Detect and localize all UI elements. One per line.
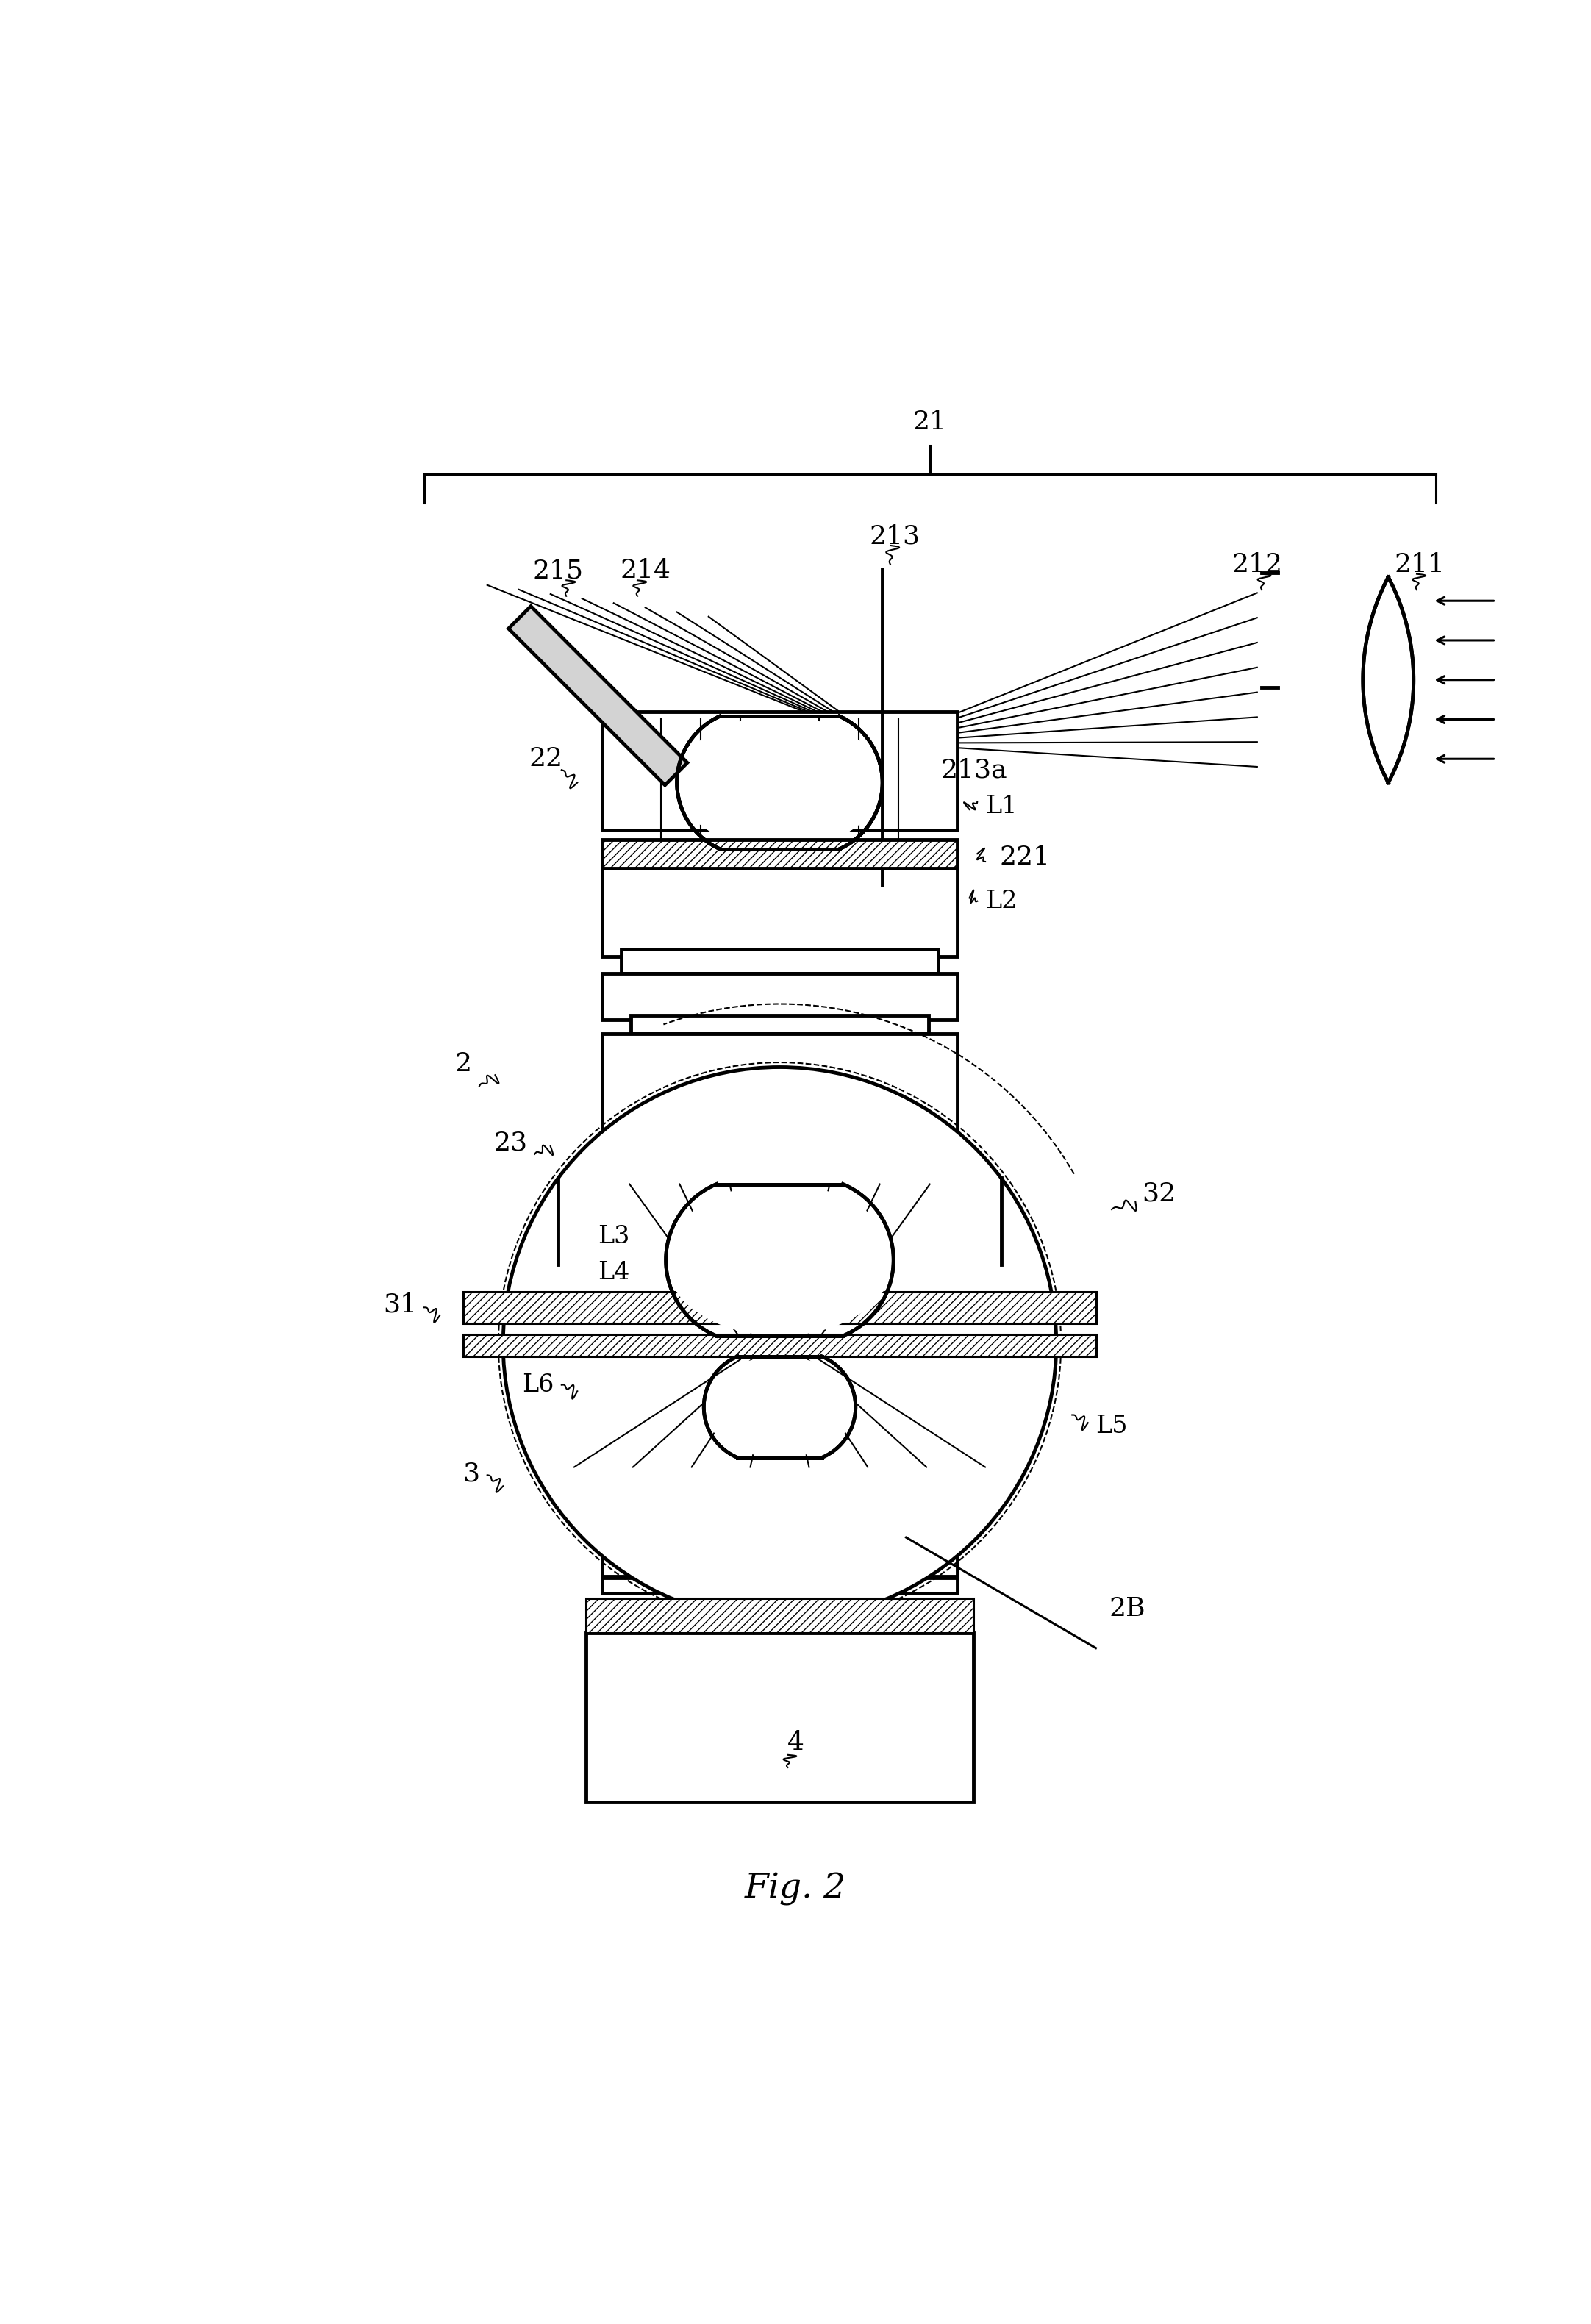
- Bar: [601, 1034, 958, 1181]
- Text: 2B: 2B: [1109, 1597, 1146, 1622]
- Circle shape: [503, 1067, 1056, 1620]
- Text: 214: 214: [620, 558, 671, 583]
- Text: 213a: 213a: [940, 758, 1007, 783]
- Text: 22: 22: [528, 746, 563, 772]
- Text: L1: L1: [985, 795, 1017, 818]
- Text: 32: 32: [1142, 1181, 1176, 1206]
- Text: 21: 21: [913, 409, 947, 435]
- Bar: [601, 974, 958, 1020]
- Ellipse shape: [676, 716, 883, 848]
- Bar: [632, 1016, 928, 1034]
- Text: 215: 215: [533, 558, 584, 583]
- Text: 23: 23: [493, 1129, 528, 1155]
- Text: 221: 221: [999, 844, 1050, 869]
- Text: L2: L2: [985, 890, 1017, 913]
- Bar: [585, 1599, 974, 1634]
- Text: L4: L4: [598, 1262, 630, 1285]
- Bar: [463, 1292, 1096, 1322]
- Text: 212: 212: [1231, 553, 1282, 576]
- Ellipse shape: [667, 1185, 894, 1336]
- Bar: [585, 1634, 974, 1801]
- Ellipse shape: [676, 716, 883, 848]
- Text: L6: L6: [522, 1373, 554, 1397]
- Ellipse shape: [1363, 576, 1413, 783]
- Bar: [601, 839, 958, 867]
- Bar: [601, 867, 958, 957]
- Ellipse shape: [703, 1357, 856, 1457]
- Text: L5: L5: [1096, 1415, 1128, 1439]
- Bar: [601, 1195, 958, 1234]
- Text: 2: 2: [455, 1050, 473, 1076]
- Bar: [601, 1578, 958, 1594]
- Bar: [601, 711, 958, 830]
- Bar: [622, 951, 937, 974]
- Bar: [558, 1234, 1001, 1264]
- Text: 3: 3: [463, 1462, 480, 1485]
- Text: 4: 4: [788, 1729, 803, 1755]
- Text: Fig. 2: Fig. 2: [745, 1873, 846, 1906]
- Bar: [622, 1176, 937, 1195]
- Text: L3: L3: [598, 1225, 630, 1248]
- Text: 211: 211: [1395, 553, 1445, 576]
- Text: 31: 31: [383, 1292, 417, 1318]
- Bar: [463, 1334, 1096, 1357]
- Polygon shape: [509, 607, 687, 786]
- Bar: [601, 1538, 958, 1576]
- Text: 213: 213: [870, 523, 921, 548]
